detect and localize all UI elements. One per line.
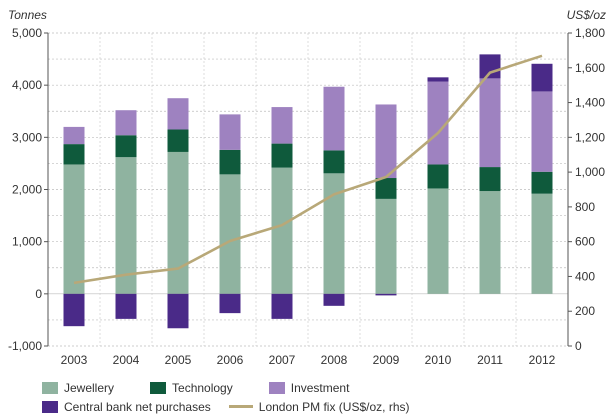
x-tick-label: 2006 [217, 353, 244, 367]
right-tick-label: 1,800 [575, 26, 605, 40]
legend-label-jewellery: Jewellery [64, 380, 115, 395]
bar-technology-2008 [323, 150, 345, 174]
x-tick-label: 2007 [269, 353, 296, 367]
chart: Tonnes US$/oz -1,000 0 1,000 2,000 3,000 4,00… [8, 8, 606, 367]
bar-central-bank-net-purchases-2011 [479, 54, 501, 79]
legend-swatch-central-bank [42, 400, 58, 413]
legend-row-2: Central bank net purchases London PM fix… [42, 397, 602, 416]
legend-label-price: London PM fix (US$/oz, rhs) [258, 399, 410, 414]
legend-row-1: Jewellery Technology Investment [42, 378, 602, 397]
x-tick-label: 2009 [373, 353, 400, 367]
bar-central-bank-net-purchases-2005 [167, 293, 189, 329]
bar-investment-2009 [375, 104, 397, 179]
bar-technology-2009 [375, 178, 397, 199]
left-tick-label: 1,000 [12, 235, 42, 249]
price-line [73, 54, 543, 285]
x-tick-label: 2003 [61, 353, 88, 367]
legend-item-technology: Technology [150, 381, 233, 395]
bar-investment-2012 [531, 91, 553, 172]
bar-investment-2008 [323, 86, 345, 151]
right-tick-label: 200 [575, 304, 595, 318]
right-tick-label: 0 [575, 339, 582, 353]
right-tick-label: 400 [575, 269, 595, 283]
axes: -1,000 0 1,000 2,000 3,000 4,000 5,000 0 200 400 6… [8, 26, 605, 367]
bar-technology-2007 [271, 143, 293, 168]
legend-item-price: London PM fix (US$/oz, rhs) [228, 399, 410, 414]
bar-central-bank-net-purchases-2008 [323, 293, 345, 306]
right-tick-label: 1,600 [575, 61, 605, 75]
left-tick-label: 4,000 [12, 78, 42, 92]
bar-jewellery-2003 [63, 164, 85, 294]
legend-swatch-technology [150, 381, 167, 394]
x-tick-label: 2005 [165, 353, 192, 367]
bar-jewellery-2011 [479, 191, 501, 294]
right-tick-label: 1,400 [575, 96, 605, 110]
bar-investment-2003 [63, 126, 85, 145]
left-axis-unit: Tonnes [8, 8, 47, 22]
right-tick-label: 1,200 [575, 130, 605, 144]
x-tick-label: 2012 [529, 353, 556, 367]
left-tick-label: 5,000 [12, 26, 42, 40]
bar-jewellery-2012 [531, 193, 553, 294]
x-tick-label: 2011 [477, 353, 503, 367]
price-series-line [73, 54, 543, 285]
bar-investment-2006 [219, 114, 241, 150]
bar-central-bank-net-purchases-2010 [427, 77, 449, 82]
legend-item-investment: Investment [268, 380, 350, 395]
right-tick-label: 600 [575, 235, 595, 249]
bar-central-bank-net-purchases-2007 [271, 293, 293, 319]
legend-item-jewellery: Jewellery [42, 381, 114, 395]
bar-investment-2007 [271, 107, 293, 144]
bar-central-bank-net-purchases-2003 [63, 293, 85, 327]
right-axis-unit: US$/oz [567, 8, 606, 22]
bar-technology-2004 [115, 135, 137, 158]
legend: Jewellery Technology Investment Central … [42, 378, 602, 416]
bar-technology-2010 [427, 164, 449, 189]
bar-central-bank-net-purchases-2004 [115, 293, 137, 319]
bar-technology-2011 [479, 167, 501, 192]
bars [63, 54, 553, 329]
bar-investment-2010 [427, 81, 449, 165]
bar-technology-2005 [167, 129, 189, 152]
bar-technology-2006 [219, 149, 241, 175]
legend-swatch-price [228, 405, 253, 408]
bar-jewellery-2008 [323, 173, 345, 294]
bar-investment-2004 [115, 110, 137, 136]
left-tick-label: 2,000 [12, 183, 42, 197]
x-tick-label: 2004 [113, 353, 140, 367]
bar-jewellery-2009 [375, 198, 397, 294]
left-tick-label: 3,000 [12, 130, 42, 144]
left-tick-label: -1,000 [8, 339, 42, 353]
bar-jewellery-2004 [115, 157, 137, 294]
legend-swatch-investment [268, 381, 285, 394]
bar-jewellery-2005 [167, 151, 189, 294]
bar-technology-2003 [63, 144, 85, 165]
bar-investment-2011 [479, 78, 501, 168]
legend-label-investment: Investment [290, 380, 350, 395]
legend-item-central-bank: Central bank net purchases [42, 400, 211, 414]
bar-central-bank-net-purchases-2012 [531, 63, 553, 92]
left-tick-label: 0 [35, 287, 42, 301]
bar-central-bank-net-purchases-2009 [375, 293, 397, 296]
right-tick-label: 800 [575, 200, 595, 214]
legend-label-technology: Technology [172, 380, 233, 395]
legend-swatch-jewellery [42, 381, 58, 394]
bar-investment-2005 [167, 98, 189, 130]
bar-technology-2012 [531, 171, 553, 194]
bar-jewellery-2010 [427, 188, 449, 294]
x-tick-label: 2008 [321, 353, 348, 367]
legend-label-central-bank: Central bank net purchases [64, 399, 211, 414]
bar-central-bank-net-purchases-2006 [219, 293, 241, 314]
x-tick-label: 2010 [425, 353, 452, 367]
right-tick-label: 1,000 [575, 165, 605, 179]
bar-jewellery-2007 [271, 167, 293, 294]
bar-jewellery-2006 [219, 174, 241, 294]
